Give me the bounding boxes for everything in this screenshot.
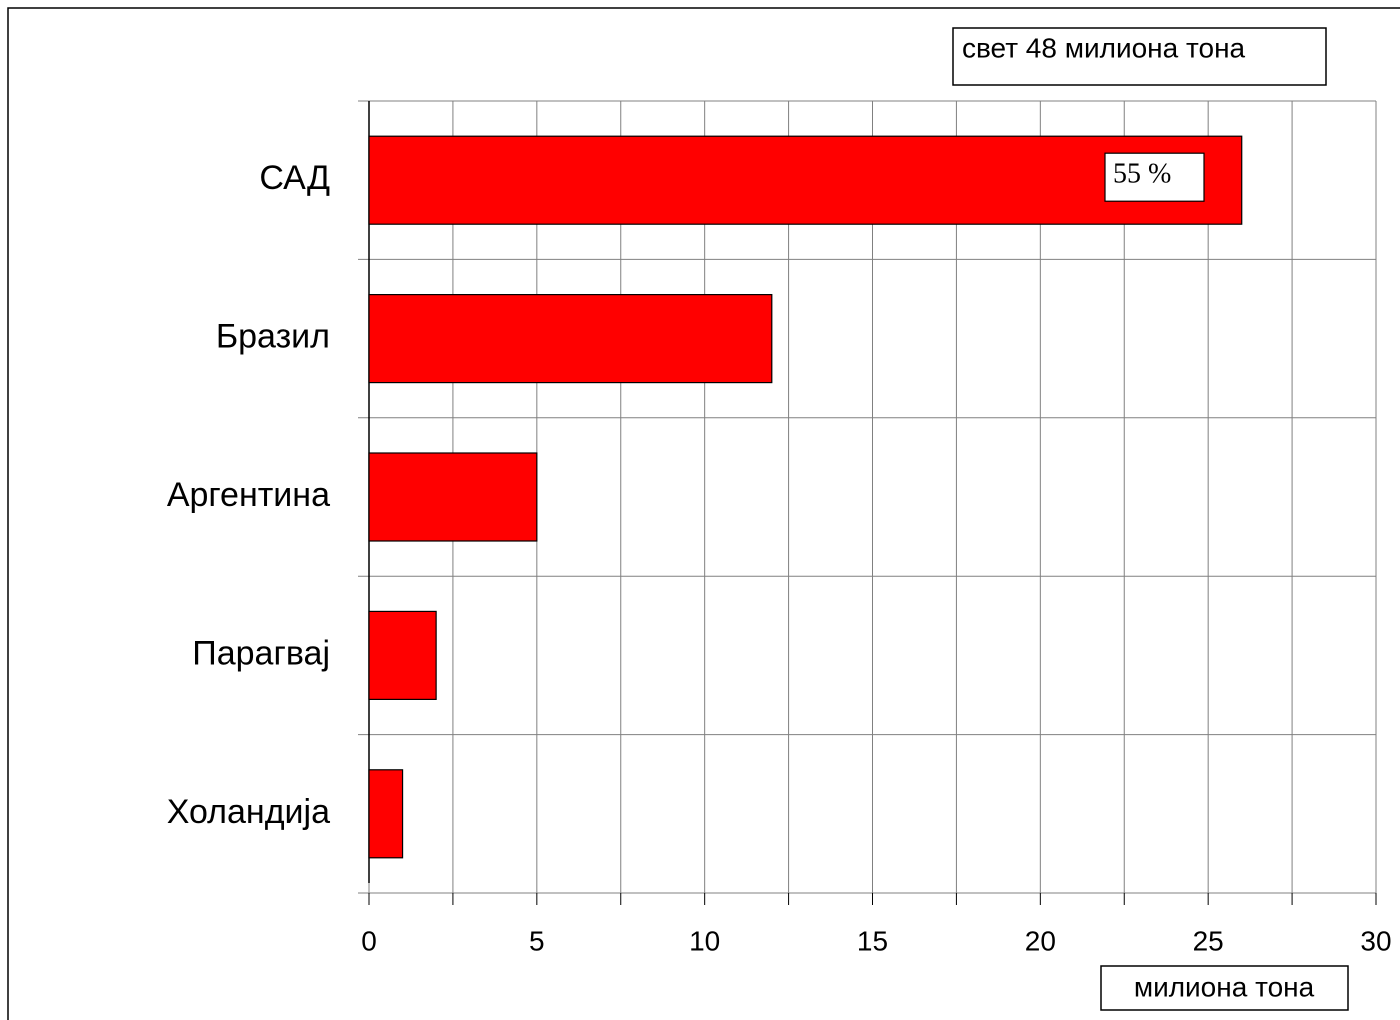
x-tick-label: 0 (361, 925, 377, 956)
x-tick-label: 10 (689, 925, 720, 956)
x-tick-label: 25 (1193, 925, 1224, 956)
data-label-box (1104, 152, 1205, 202)
bar (368, 294, 773, 384)
y-tick-label: Аргентина (167, 476, 330, 514)
x-tick-label: 30 (1360, 925, 1391, 956)
annotation: свет 48 милиона тона (962, 32, 1246, 63)
bar (368, 610, 437, 701)
x-tick-label: 5 (529, 925, 545, 956)
annotation-box (952, 27, 1327, 86)
frame (7, 7, 1400, 1020)
x-tick-label: 15 (857, 925, 888, 956)
y-tick-label: Бразил (216, 318, 330, 356)
x-label-box (1100, 965, 1349, 1011)
x-axis-label: милиона тона (1134, 971, 1315, 1002)
y-tick-label: Холандија (167, 793, 330, 831)
data-label: 55 % (1113, 159, 1171, 190)
y-tick-label: САД (259, 159, 330, 197)
y-tick-label: Парагвај (192, 634, 330, 672)
bar (368, 135, 1243, 225)
bar (368, 452, 538, 542)
x-tick-label: 20 (1025, 925, 1056, 956)
bar (368, 769, 404, 859)
